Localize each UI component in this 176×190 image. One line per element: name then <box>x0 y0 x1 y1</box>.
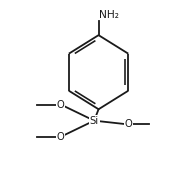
Text: NH₂: NH₂ <box>99 10 120 20</box>
Text: O: O <box>57 132 65 142</box>
Text: Si: Si <box>90 116 99 126</box>
Text: O: O <box>125 120 132 129</box>
Text: O: O <box>57 100 65 109</box>
